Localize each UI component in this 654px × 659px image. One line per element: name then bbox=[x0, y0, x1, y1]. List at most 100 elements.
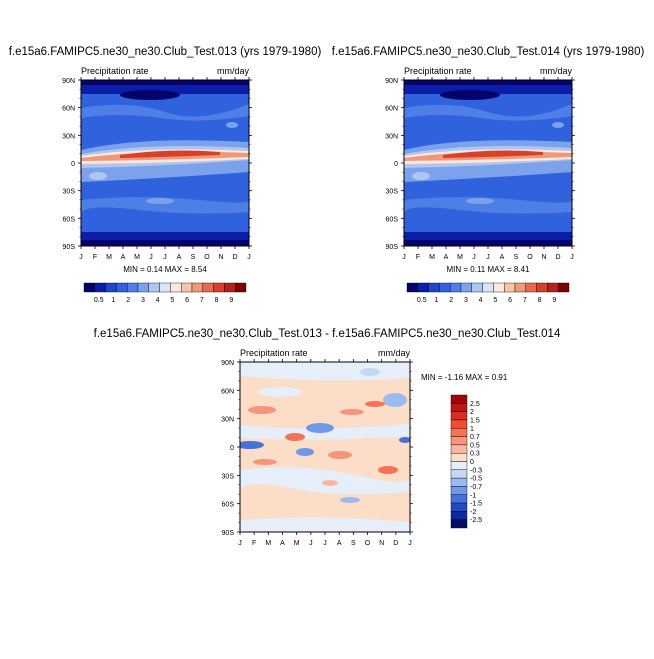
panel-3-y-tick-label: 30S bbox=[222, 473, 235, 480]
panel-3-x-tick-label: M bbox=[265, 540, 271, 547]
panel-1-y-tick-label: 0 bbox=[71, 161, 75, 168]
panel-2-x-tick-label: M bbox=[457, 254, 463, 261]
panel-1-colorbar-label: 0.5 bbox=[94, 297, 104, 304]
panel-1-x-tick-label: A bbox=[121, 254, 126, 261]
panel-2-colorbar-label: 6 bbox=[508, 297, 512, 304]
panel-3-colorbar-swatch bbox=[450, 452, 468, 462]
panel-2-x-tick-label: J bbox=[570, 254, 574, 261]
panel-2-colorbar-swatch bbox=[514, 282, 527, 293]
panel-2-colorbar-label: 5 bbox=[493, 297, 497, 304]
panel-3-nh-positive-west bbox=[248, 406, 276, 414]
panel-3-x-tick-label: A bbox=[280, 540, 285, 547]
panel-3-colorbar-label: 2 bbox=[470, 409, 474, 416]
panel-2-south-pole-cap bbox=[404, 240, 572, 246]
panel-1-y-tick-label: 60S bbox=[63, 216, 76, 223]
panel-3-colorbar-label: -1 bbox=[470, 492, 476, 499]
panel-3-colorbar-label: 0 bbox=[470, 459, 474, 466]
panel-3-x-tick-label: A bbox=[337, 540, 342, 547]
panel-3-colorbar-label: -2.5 bbox=[470, 517, 482, 524]
panel-3-y-axis: 90N 60N 30N 0 30S 60S 90S bbox=[221, 360, 413, 537]
panel-1-left-label: Precipitation rate bbox=[81, 66, 149, 76]
panel-2-x-tick-label: O bbox=[527, 254, 533, 261]
panel-2-x-tick-label: J bbox=[402, 254, 406, 261]
panel-3-colorbar-label: -2 bbox=[470, 509, 476, 516]
panel-2-colorbar-swatch bbox=[504, 282, 516, 293]
panel-1-stats: MIN = 0.14 MAX = 8.54 bbox=[123, 265, 207, 274]
panel-2-sh-midlat-patch bbox=[466, 198, 494, 204]
panel-1-colorbar-label: 9 bbox=[229, 297, 233, 304]
panel-1-x-tick-label: J bbox=[149, 254, 153, 261]
panel-3-colorbar-swatch bbox=[450, 394, 468, 404]
panel-3-polar-negative-patch bbox=[360, 368, 380, 376]
panel-2-x-tick-label: N bbox=[541, 254, 546, 261]
panel-3-sh-positive-west bbox=[253, 459, 277, 465]
panel-3-x-tick-label: F bbox=[252, 540, 256, 547]
panel-2-y-tick-label: 90N bbox=[385, 78, 398, 85]
panel-2-title: f.e15a6.FAMIPC5.ne30_ne30.Club_Test.014 … bbox=[332, 46, 645, 58]
panel-1-colorbar-swatch bbox=[234, 282, 247, 293]
panel-1-colorbar-swatch bbox=[137, 282, 150, 293]
panel-3-nh-east-negative-core bbox=[383, 393, 407, 407]
panel-1-x-tick-label: J bbox=[247, 254, 251, 261]
panel-3-colorbar-swatch bbox=[450, 494, 468, 504]
panel-3-y-tick-label: 60S bbox=[222, 502, 235, 509]
panel-2-colorbar-swatch bbox=[460, 282, 473, 293]
panel-2-y-tick-label: 30S bbox=[386, 189, 399, 196]
panel-1-y-tick-label: 30N bbox=[62, 133, 75, 140]
panel-3-colorbar-label: 1 bbox=[470, 426, 474, 433]
panel-2-field bbox=[404, 80, 572, 246]
panel-3-arctic-region bbox=[240, 362, 410, 381]
panel-3-nh-positive-center bbox=[340, 409, 364, 415]
panel-1-title: f.e15a6.FAMIPC5.ne30_ne30.Club_Test.013 … bbox=[9, 46, 322, 58]
panel-3-colorbar-swatch bbox=[450, 436, 468, 446]
panel-3-field bbox=[240, 362, 410, 532]
panel-1-colorbar-swatch bbox=[213, 282, 225, 293]
panel-3-x-tick-label: M bbox=[294, 540, 300, 547]
panel-3-sh-positive-east bbox=[378, 466, 398, 474]
panel-2-y-tick-label: 60N bbox=[385, 106, 398, 113]
panel-3-colorbar-swatch bbox=[450, 419, 468, 429]
panel-2-x-tick-label: J bbox=[472, 254, 476, 261]
panel-1-field bbox=[81, 80, 249, 246]
panel-1-colorbar-swatch bbox=[224, 282, 236, 293]
panel-3-stats: MIN = -1.16 MAX = 0.91 bbox=[421, 373, 508, 382]
panel-1-x-tick-label: O bbox=[204, 254, 210, 261]
panel-1-colorbar-label: 8 bbox=[215, 297, 219, 304]
panel-1-x-tick-label: M bbox=[106, 254, 112, 261]
panel-3-colorbar-label: -0.5 bbox=[470, 476, 482, 483]
panel-3-equatorial-east-negative bbox=[399, 437, 410, 443]
panel-3-sh-positive-patch bbox=[322, 480, 338, 486]
panel-1-north-pole-cap bbox=[81, 80, 249, 85]
panel-3-colorbar-swatch bbox=[450, 511, 468, 520]
panel-3-y-tick-label: 60N bbox=[221, 388, 234, 395]
panel-1-colorbar-swatch bbox=[94, 282, 106, 293]
panel-3-x-tick-label: D bbox=[393, 540, 398, 547]
panel-1-colorbar-label: 2 bbox=[126, 297, 130, 304]
panel-2-x-tick-label: J bbox=[486, 254, 490, 261]
panel-2-colorbar-swatch bbox=[450, 282, 462, 293]
panel-1-colorbar-swatch bbox=[170, 282, 182, 293]
panel-1-colorbar-swatch bbox=[180, 282, 193, 293]
panel-1-colorbar-swatch bbox=[159, 282, 171, 293]
panel-2-colorbar-swatch bbox=[525, 282, 537, 293]
panel-3-antarctic-region bbox=[240, 517, 410, 532]
panel-1-x-tick-label: D bbox=[232, 254, 237, 261]
panel-3-colorbar-label: -0.3 bbox=[470, 467, 482, 474]
panel-3-y-tick-label: 0 bbox=[230, 445, 234, 452]
panel-3-y-tick-label: 90N bbox=[221, 360, 234, 367]
panel-2: f.e15a6.FAMIPC5.ne30_ne30.Club_Test.014 … bbox=[332, 46, 645, 304]
panel-1-y-tick-label: 60N bbox=[62, 106, 75, 113]
panel-1-colorbar-swatch bbox=[105, 282, 117, 293]
panel-3-colorbar-label: 1.5 bbox=[470, 417, 480, 424]
panel-2-colorbar-swatch bbox=[439, 282, 451, 293]
panel-1-x-tick-label: S bbox=[191, 254, 196, 261]
panel-2-y-tick-label: 30N bbox=[385, 133, 398, 140]
panel-1-colorbar-swatch bbox=[148, 282, 160, 293]
panel-3-colorbar-swatch bbox=[450, 469, 468, 479]
panel-2-itcz-core bbox=[443, 150, 543, 158]
panel-2-colorbar: 0.5 1 2 3 4 5 6 7 8 9 bbox=[406, 282, 570, 304]
panel-3-colorbar-label: -1.5 bbox=[470, 501, 482, 508]
panel-3-colorbar-swatch bbox=[450, 486, 468, 495]
panel-3-colorbar-swatch bbox=[450, 403, 468, 412]
panel-1-colorbar-swatch bbox=[202, 282, 214, 293]
